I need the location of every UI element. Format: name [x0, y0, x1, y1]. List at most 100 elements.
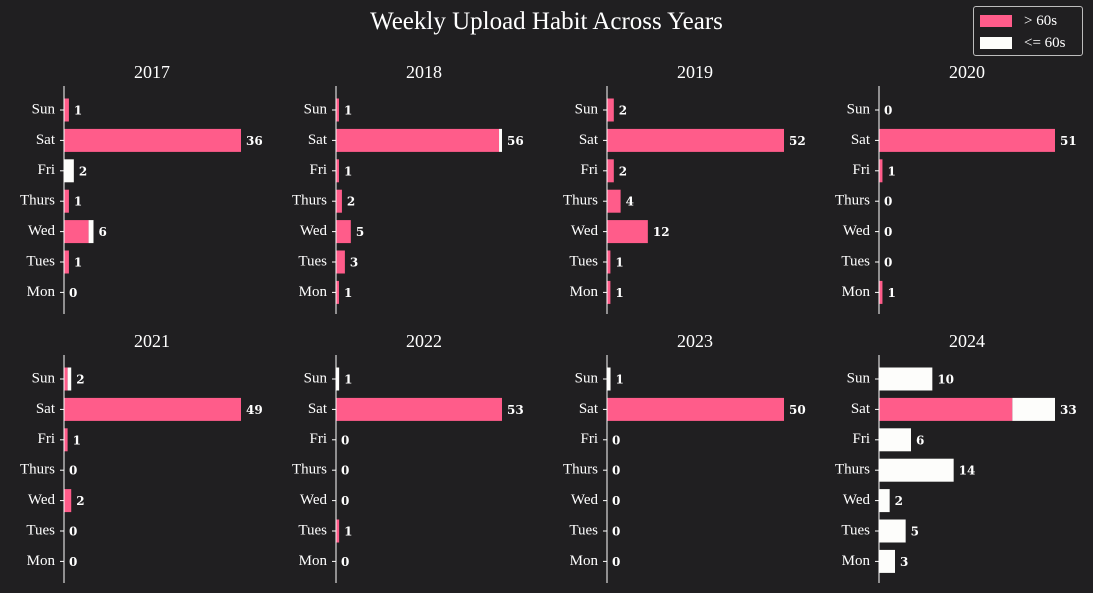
legend-swatch-under-60s [980, 37, 1012, 49]
tick-label: Sun [847, 101, 871, 117]
panel-2020: 2020 Sun 0 Sat 51 Fri 1 Thurs 0 Wed 0 Tues 0 Mon 1 [835, 62, 1077, 314]
tick-label: Fri [580, 162, 598, 178]
tick-label: Sun [575, 101, 599, 117]
panel-2017: 2017 Sun 1 Sat 36 Fri 2 Thurs 1 Wed 6 Tues 1 Mon 0 [20, 62, 263, 314]
data-label: 1 [344, 104, 352, 118]
data-label: 2 [347, 195, 355, 209]
bar-over-60s [64, 128, 241, 152]
data-label: 2 [76, 373, 84, 387]
data-label: 36 [246, 134, 263, 148]
panel-2019: 2019 Sun 2 Sat 52 Fri 2 Thurs 4 Wed 12 Tues 1 Mon 1 [563, 62, 806, 314]
panel-title: 2017 [134, 62, 170, 82]
tick-label: Thurs [292, 462, 327, 478]
tick-label: Mon [299, 284, 328, 300]
data-label: 10 [937, 373, 954, 387]
legend-label-under-60s: <= 60s [1024, 34, 1066, 51]
data-label: 0 [341, 494, 349, 508]
legend-swatch-over-60s [980, 15, 1012, 27]
bar-under-60s [879, 489, 890, 513]
panel-title: 2019 [677, 62, 713, 82]
tick-label: Mon [27, 284, 56, 300]
bar-over-60s [879, 280, 883, 304]
tick-label: Fri [852, 162, 870, 178]
bar-over-60s [879, 397, 1013, 421]
tick-label: Thurs [20, 193, 55, 209]
tick-label: Thurs [20, 462, 55, 478]
panel-2023: 2023 Sun 1 Sat 50 Fri 0 Thurs 0 Wed 0 Tues 0 Mon 0 [563, 331, 806, 583]
bar-under-60s [879, 458, 954, 482]
tick-label: Tues [26, 253, 55, 269]
tick-label: Fri [580, 431, 598, 447]
data-label: 4 [626, 195, 634, 209]
panel-2021: 2021 Sun 2 Sat 49 Fri 1 Thurs 0 Wed 2 Tues 0 Mon 0 [20, 331, 263, 583]
data-label: 1 [887, 164, 895, 178]
data-label: 50 [789, 403, 806, 417]
bar-under-60s [879, 549, 895, 573]
data-label: 0 [612, 433, 620, 447]
tick-label: Fri [37, 431, 55, 447]
tick-label: Tues [841, 253, 870, 269]
tick-label: Wed [300, 492, 328, 508]
bar-over-60s [607, 280, 611, 304]
tick-label: Sat [308, 132, 328, 148]
bar-under-60s [88, 220, 94, 244]
bar-over-60s [607, 397, 784, 421]
data-label: 1 [344, 373, 352, 387]
tick-label: Sat [579, 132, 599, 148]
bar-over-60s [64, 428, 68, 452]
data-label: 6 [99, 225, 107, 239]
tick-label: Thurs [835, 193, 870, 209]
bar-over-60s [64, 367, 68, 391]
bar-over-60s [336, 250, 345, 274]
tick-label: Mon [570, 284, 599, 300]
tick-label: Sat [308, 401, 328, 417]
bar-over-60s [336, 98, 339, 122]
tick-label: Wed [28, 223, 56, 239]
data-label: 53 [507, 403, 524, 417]
bar-under-60s [879, 519, 906, 543]
data-label: 0 [884, 195, 892, 209]
bar-under-60s [499, 128, 502, 152]
tick-label: Thurs [563, 462, 598, 478]
data-label: 2 [895, 494, 903, 508]
tick-label: Wed [843, 223, 871, 239]
data-label: 1 [615, 286, 623, 300]
panel-title: 2022 [406, 331, 442, 351]
bar-over-60s [607, 220, 648, 244]
tick-label: Tues [569, 522, 598, 538]
bar-under-60s [879, 367, 933, 391]
data-label: 1 [344, 164, 352, 178]
data-label: 2 [619, 104, 627, 118]
bar-under-60s [1012, 397, 1055, 421]
bar-over-60s [64, 220, 89, 244]
panel-title: 2020 [949, 62, 985, 82]
tick-label: Wed [28, 492, 56, 508]
panel-title: 2018 [406, 62, 442, 82]
tick-label: Thurs [835, 462, 870, 478]
chart-title: Weekly Upload Habit Across Years [370, 8, 723, 35]
tick-label: Mon [842, 284, 871, 300]
tick-label: Tues [569, 253, 598, 269]
data-label: 1 [74, 256, 82, 270]
bar-over-60s [64, 250, 69, 274]
tick-label: Wed [300, 223, 328, 239]
data-label: 0 [341, 464, 349, 478]
tick-label: Mon [27, 553, 56, 569]
data-label: 6 [916, 433, 924, 447]
panel-2022: 2022 Sun 1 Sat 53 Fri 0 Thurs 0 Wed 0 Tues 1 Mon 0 [292, 331, 524, 583]
tick-label: Wed [571, 223, 599, 239]
data-label: 0 [69, 464, 77, 478]
tick-label: Wed [571, 492, 599, 508]
data-label: 1 [73, 433, 81, 447]
bar-over-60s [64, 189, 69, 213]
data-label: 3 [900, 555, 908, 569]
data-label: 1 [74, 195, 82, 209]
panel-2018: 2018 Sun 1 Sat 56 Fri 1 Thurs 2 Wed 5 Tues 3 Mon 1 [292, 62, 524, 314]
data-label: 33 [1060, 403, 1077, 417]
panel-title: 2021 [134, 331, 170, 351]
bar-over-60s [607, 189, 621, 213]
bar-over-60s [64, 397, 241, 421]
bar-under-60s [879, 428, 911, 452]
bar-under-60s [67, 367, 72, 391]
data-label: 12 [653, 225, 670, 239]
